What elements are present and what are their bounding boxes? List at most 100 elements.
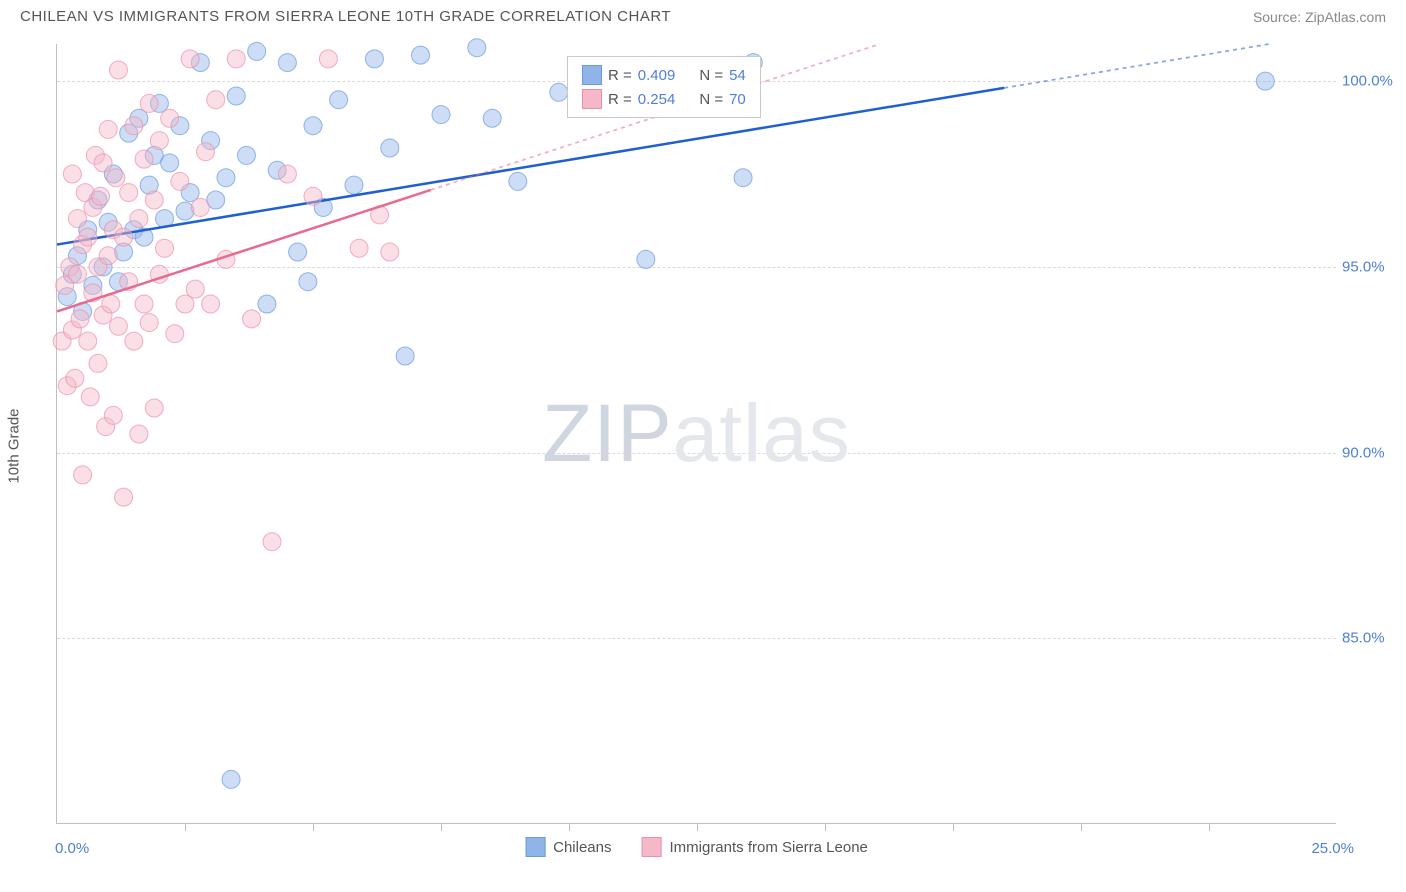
- legend-swatch: [525, 837, 545, 857]
- scatter-point: [104, 406, 122, 424]
- scatter-point: [381, 243, 399, 261]
- scatter-point: [71, 310, 89, 328]
- scatter-point: [483, 109, 501, 127]
- scatter-point: [196, 143, 214, 161]
- y-tick-label: 90.0%: [1342, 444, 1406, 461]
- scatter-point: [130, 210, 148, 228]
- scatter-point: [156, 239, 174, 257]
- y-axis-label: 10th Grade: [6, 408, 23, 483]
- correlation-stats-legend: R = 0.409N = 54R = 0.254N = 70: [567, 56, 761, 118]
- scatter-point: [243, 310, 261, 328]
- x-tick-mark: [441, 823, 442, 831]
- scatter-point: [345, 176, 363, 194]
- scatter-point: [171, 172, 189, 190]
- scatter-point: [365, 50, 383, 68]
- scatter-point: [350, 239, 368, 257]
- x-axis-min-label: 0.0%: [55, 840, 89, 857]
- scatter-point: [81, 388, 99, 406]
- scatter-point: [227, 87, 245, 105]
- scatter-point: [140, 314, 158, 332]
- scatter-point: [68, 265, 86, 283]
- scatter-point: [120, 184, 138, 202]
- scatter-point: [186, 280, 204, 298]
- scatter-plot-svg: [57, 44, 1336, 823]
- legend-item: Chileans: [525, 837, 611, 857]
- scatter-point: [94, 154, 112, 172]
- scatter-point: [550, 83, 568, 101]
- scatter-point: [278, 54, 296, 72]
- x-tick-mark: [569, 823, 570, 831]
- scatter-point: [135, 150, 153, 168]
- scatter-point: [432, 106, 450, 124]
- scatter-point: [289, 243, 307, 261]
- legend-swatch: [582, 89, 602, 109]
- scatter-point: [734, 169, 752, 187]
- scatter-point: [278, 165, 296, 183]
- scatter-point: [66, 369, 84, 387]
- scatter-point: [1256, 72, 1274, 90]
- scatter-point: [381, 139, 399, 157]
- scatter-point: [161, 109, 179, 127]
- scatter-point: [135, 295, 153, 313]
- chart-header: CHILEAN VS IMMIGRANTS FROM SIERRA LEONE …: [0, 0, 1406, 29]
- scatter-point: [263, 533, 281, 551]
- scatter-point: [237, 146, 255, 164]
- scatter-point: [109, 61, 127, 79]
- scatter-point: [319, 50, 337, 68]
- y-tick-label: 85.0%: [1342, 630, 1406, 647]
- scatter-point: [191, 198, 209, 216]
- scatter-point: [150, 132, 168, 150]
- x-tick-mark: [825, 823, 826, 831]
- scatter-point: [412, 46, 430, 64]
- scatter-point: [107, 169, 125, 187]
- x-tick-mark: [313, 823, 314, 831]
- legend-label: Chileans: [553, 839, 611, 856]
- scatter-point: [115, 488, 133, 506]
- x-axis-max-label: 25.0%: [1311, 840, 1354, 857]
- legend-label: Immigrants from Sierra Leone: [669, 839, 867, 856]
- scatter-point: [166, 325, 184, 343]
- x-tick-mark: [697, 823, 698, 831]
- scatter-point: [125, 117, 143, 135]
- x-tick-mark: [1209, 823, 1210, 831]
- scatter-point: [145, 191, 163, 209]
- scatter-point: [202, 295, 220, 313]
- scatter-point: [89, 354, 107, 372]
- scatter-point: [161, 154, 179, 172]
- scatter-point: [304, 117, 322, 135]
- x-tick-mark: [953, 823, 954, 831]
- scatter-point: [248, 42, 266, 60]
- scatter-point: [99, 247, 117, 265]
- regression-line-extrapolated: [1004, 44, 1269, 88]
- scatter-point: [109, 317, 127, 335]
- scatter-point: [115, 228, 133, 246]
- y-tick-label: 100.0%: [1342, 73, 1406, 90]
- scatter-point: [74, 466, 92, 484]
- scatter-point: [99, 120, 117, 138]
- x-tick-mark: [1081, 823, 1082, 831]
- scatter-point: [145, 399, 163, 417]
- scatter-point: [637, 250, 655, 268]
- scatter-point: [222, 770, 240, 788]
- chart-source: Source: ZipAtlas.com: [1253, 9, 1386, 25]
- stats-legend-row: R = 0.254N = 70: [582, 87, 746, 111]
- scatter-point: [92, 187, 110, 205]
- chart-title: CHILEAN VS IMMIGRANTS FROM SIERRA LEONE …: [20, 8, 671, 25]
- scatter-point: [125, 332, 143, 350]
- series-legend: Chileans Immigrants from Sierra Leone: [525, 837, 868, 857]
- y-tick-label: 95.0%: [1342, 258, 1406, 275]
- scatter-point: [181, 50, 199, 68]
- scatter-point: [140, 94, 158, 112]
- scatter-point: [79, 332, 97, 350]
- scatter-point: [217, 169, 235, 187]
- chart-plot-area: 85.0%90.0%95.0%100.0% ZIPatlas R = 0.409…: [56, 44, 1336, 824]
- legend-item: Immigrants from Sierra Leone: [641, 837, 867, 857]
- scatter-point: [63, 165, 81, 183]
- legend-swatch: [641, 837, 661, 857]
- x-tick-mark: [185, 823, 186, 831]
- scatter-point: [330, 91, 348, 109]
- scatter-point: [509, 172, 527, 190]
- regression-line: [57, 88, 1004, 245]
- scatter-point: [102, 295, 120, 313]
- scatter-point: [258, 295, 276, 313]
